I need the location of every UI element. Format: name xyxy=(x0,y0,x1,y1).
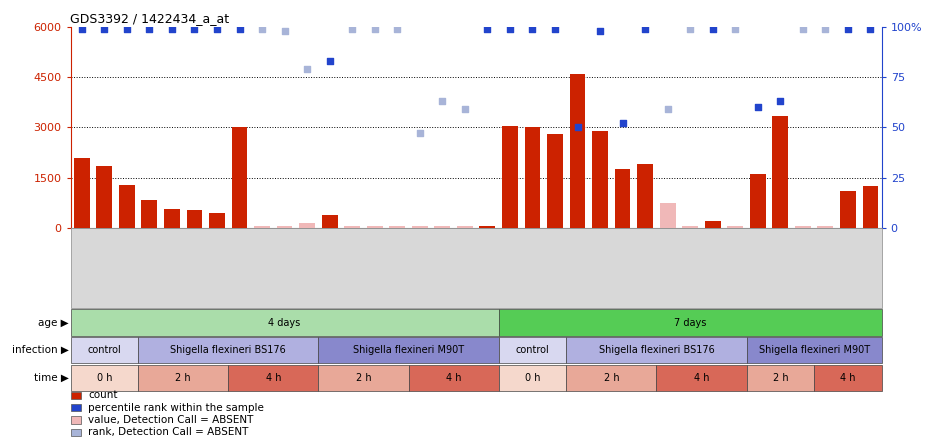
Point xyxy=(255,25,270,32)
Point xyxy=(232,25,247,32)
Point xyxy=(368,25,383,32)
Point xyxy=(660,106,675,113)
Text: Shigella flexineri BS176: Shigella flexineri BS176 xyxy=(599,345,714,355)
Text: 4 h: 4 h xyxy=(266,373,281,383)
Bar xyxy=(97,166,112,228)
Text: age ▶: age ▶ xyxy=(38,317,69,328)
Point xyxy=(97,25,112,32)
Point xyxy=(615,120,630,127)
Bar xyxy=(547,134,563,228)
Bar xyxy=(186,210,202,228)
Point xyxy=(413,130,428,137)
Point xyxy=(547,25,562,32)
Point xyxy=(592,27,607,34)
Text: 4 days: 4 days xyxy=(269,317,301,328)
Bar xyxy=(254,226,270,228)
Text: 4 h: 4 h xyxy=(840,373,855,383)
Text: 2 h: 2 h xyxy=(355,373,371,383)
Bar xyxy=(434,226,450,228)
Point xyxy=(502,25,517,32)
Bar xyxy=(682,226,698,228)
Point xyxy=(119,25,134,32)
Point xyxy=(682,25,697,32)
Point xyxy=(795,25,810,32)
Text: 0 h: 0 h xyxy=(97,373,112,383)
Bar xyxy=(231,127,247,228)
Text: count: count xyxy=(88,390,118,400)
Bar xyxy=(299,223,315,228)
Point xyxy=(705,25,720,32)
Point xyxy=(164,25,180,32)
Text: time ▶: time ▶ xyxy=(34,373,69,383)
Bar xyxy=(412,226,428,228)
Point xyxy=(390,25,405,32)
Bar xyxy=(457,226,473,228)
Bar xyxy=(795,226,810,228)
Point xyxy=(479,25,494,32)
Bar xyxy=(592,131,608,228)
Bar xyxy=(840,191,855,228)
Bar xyxy=(164,209,180,228)
Text: 2 h: 2 h xyxy=(773,373,788,383)
Bar xyxy=(660,203,676,228)
Text: percentile rank within the sample: percentile rank within the sample xyxy=(88,403,264,412)
Bar xyxy=(615,170,631,228)
Text: control: control xyxy=(87,345,121,355)
Bar xyxy=(479,226,495,228)
Point xyxy=(458,106,473,113)
Bar xyxy=(863,186,878,228)
Text: infection ▶: infection ▶ xyxy=(11,345,69,355)
Text: 0 h: 0 h xyxy=(525,373,540,383)
Text: Shigella flexineri BS176: Shigella flexineri BS176 xyxy=(170,345,286,355)
Text: 2 h: 2 h xyxy=(176,373,191,383)
Point xyxy=(750,104,765,111)
Point xyxy=(210,25,225,32)
Point xyxy=(300,65,315,72)
Bar xyxy=(502,126,518,228)
Bar xyxy=(728,226,744,228)
Text: 4 h: 4 h xyxy=(446,373,462,383)
Bar xyxy=(276,226,292,228)
Point xyxy=(637,25,652,32)
Bar xyxy=(818,226,833,228)
Bar xyxy=(389,226,405,228)
Text: 7 days: 7 days xyxy=(674,317,706,328)
Bar xyxy=(209,214,225,228)
Text: Shigella flexineri M90T: Shigella flexineri M90T xyxy=(352,345,464,355)
Point xyxy=(773,98,788,105)
Point xyxy=(345,25,360,32)
Bar xyxy=(321,215,337,228)
Bar xyxy=(773,116,789,228)
Point xyxy=(840,25,855,32)
Point xyxy=(277,27,292,34)
Point xyxy=(818,25,833,32)
Point xyxy=(142,25,157,32)
Bar xyxy=(119,185,134,228)
Point xyxy=(322,57,337,64)
Point xyxy=(435,98,450,105)
Bar xyxy=(570,74,586,228)
Text: rank, Detection Call = ABSENT: rank, Detection Call = ABSENT xyxy=(88,428,249,437)
Bar xyxy=(705,221,721,228)
Point xyxy=(74,25,89,32)
Bar xyxy=(367,226,383,228)
Bar xyxy=(142,200,157,228)
Text: 4 h: 4 h xyxy=(694,373,709,383)
Bar xyxy=(74,158,89,228)
Text: GDS3392 / 1422434_a_at: GDS3392 / 1422434_a_at xyxy=(70,12,228,25)
Point xyxy=(187,25,202,32)
Point xyxy=(525,25,540,32)
Text: control: control xyxy=(515,345,549,355)
Text: Shigella flexineri M90T: Shigella flexineri M90T xyxy=(759,345,870,355)
Point xyxy=(728,25,743,32)
Bar xyxy=(637,164,653,228)
Bar xyxy=(344,226,360,228)
Text: value, Detection Call = ABSENT: value, Detection Call = ABSENT xyxy=(88,415,254,425)
Bar xyxy=(525,127,540,228)
Point xyxy=(570,124,585,131)
Point xyxy=(863,25,878,32)
Text: 2 h: 2 h xyxy=(603,373,619,383)
Bar xyxy=(750,174,766,228)
